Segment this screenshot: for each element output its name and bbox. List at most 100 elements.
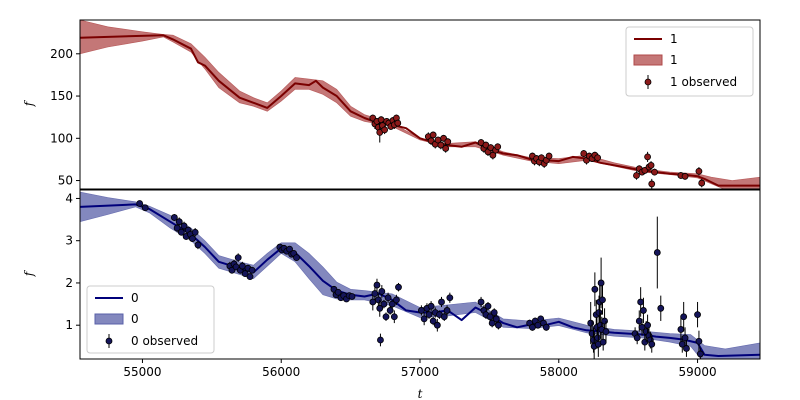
top-legend-label: 1 observed: [670, 75, 737, 89]
bot-y-tick-label: 1: [65, 318, 73, 332]
bottom-chart-panel: 1 2 3 4 55000 56000 57000 58000 59000 f t 0 0 0 ob…: [22, 189, 761, 400]
bot-observed-point: [348, 293, 356, 300]
bot-observed-point: [141, 204, 149, 212]
bot-observed-point: [653, 216, 661, 289]
bot-observed-marker: [377, 336, 384, 344]
bot-observed-point: [427, 301, 435, 312]
top-y-tick-label: 200: [50, 47, 73, 61]
bot-observed-marker: [334, 288, 342, 296]
bot-observed-point: [681, 327, 689, 349]
bot-observed-marker: [488, 319, 496, 327]
top-observed-marker: [444, 138, 452, 146]
bot-observed-marker: [633, 334, 641, 342]
bot-observed-point: [170, 214, 178, 221]
bot-observed-marker: [241, 270, 249, 278]
bot-observed-marker: [694, 311, 701, 319]
bot-observed-point: [598, 316, 606, 343]
bot-observed-point: [248, 266, 256, 274]
bot-observed-point: [602, 320, 610, 343]
bot-legend-label: 0: [131, 291, 139, 305]
top-observed-point: [442, 144, 450, 153]
top-observed-point: [633, 171, 640, 180]
top-observed-point: [377, 116, 385, 124]
bot-observed-marker: [393, 296, 400, 304]
bot-observed-point: [477, 296, 485, 308]
bot-observed-point: [386, 306, 394, 315]
bot-observed-marker: [427, 302, 435, 310]
bot-observed-marker: [380, 300, 388, 308]
top-observed-marker: [633, 172, 640, 179]
bot-observed-marker: [534, 321, 542, 329]
bot-observed-marker: [136, 200, 144, 207]
bot-observed-point: [189, 235, 196, 242]
bot-observed-marker: [425, 311, 433, 319]
bot-observed-marker: [141, 204, 149, 212]
bot-observed-marker: [490, 309, 498, 316]
bot-observed-point: [377, 333, 384, 347]
bot-observed-marker: [595, 309, 603, 316]
top-observed-point: [545, 152, 553, 160]
bot-observed-point: [599, 285, 606, 315]
bot-observed-marker: [191, 228, 199, 236]
bot-observed-point: [393, 294, 400, 305]
bot-observed-marker: [440, 313, 448, 321]
top-legend-band-swatch: [633, 54, 663, 66]
bot-observed-marker: [384, 294, 392, 302]
bot-observed-point: [395, 282, 402, 292]
bot-observed-marker: [180, 222, 188, 230]
bot-observed-marker: [594, 334, 602, 342]
bot-observed-point: [440, 312, 448, 321]
bot-observed-marker: [492, 315, 500, 323]
bot-observed-point: [542, 323, 550, 331]
bottom-y-axis-label: f: [22, 269, 36, 277]
top-observed-marker: [494, 143, 502, 151]
bot-observed-point: [443, 305, 451, 316]
bot-observed-point: [380, 299, 388, 309]
bot-observed-marker: [177, 228, 185, 236]
bot-observed-point: [534, 321, 542, 329]
top-legend: 1 1 1 observed: [625, 26, 754, 97]
bot-observed-marker: [484, 302, 492, 310]
top-observed-marker: [651, 168, 658, 176]
bot-observed-marker: [587, 319, 595, 327]
bot-observed-point: [429, 316, 437, 326]
bot-observed-point: [438, 296, 445, 308]
bot-legend-box: [86, 285, 215, 354]
bot-observed-point: [696, 347, 704, 359]
bot-observed-marker: [529, 323, 536, 331]
bot-observed-marker: [386, 307, 394, 314]
top-observed-point: [681, 172, 689, 180]
bot-observed-marker: [369, 298, 377, 306]
bot-observed-point: [241, 270, 249, 278]
bot-observed-point: [191, 228, 199, 237]
bot-observed-point: [490, 308, 498, 317]
top-observed-point: [437, 140, 445, 150]
top-observed-point: [648, 178, 656, 189]
top-y-tick-label: 100: [50, 131, 73, 145]
bot-observed-point: [175, 217, 183, 226]
top-observed-point: [489, 150, 497, 160]
bot-observed-point: [695, 330, 703, 352]
bot-observed-point: [638, 318, 646, 336]
bot-observed-marker: [635, 317, 643, 325]
bot-observed-point: [420, 312, 428, 326]
bot-legend-label: 0: [131, 312, 139, 326]
bot-y-tick-label: 4: [65, 191, 73, 205]
bot-observed-marker: [446, 294, 454, 302]
top-observed-marker: [681, 172, 689, 180]
top-observed-point: [494, 143, 502, 151]
bot-observed-marker: [696, 350, 704, 358]
top-observed-point: [381, 125, 389, 135]
bot-observed-marker: [248, 266, 256, 274]
bot-observed-marker: [371, 290, 379, 297]
bot-observed-marker: [388, 300, 396, 308]
top-legend-marker-swatch: [644, 78, 652, 86]
bot-observed-point: [640, 297, 647, 324]
bottom-legend: 0 0 0 observed: [86, 285, 215, 354]
bot-observed-marker: [648, 340, 656, 348]
top-observed-marker: [695, 167, 703, 175]
bot-observed-marker: [390, 313, 398, 321]
bot-observed-marker: [477, 298, 485, 306]
bot-observed-point: [194, 240, 202, 250]
